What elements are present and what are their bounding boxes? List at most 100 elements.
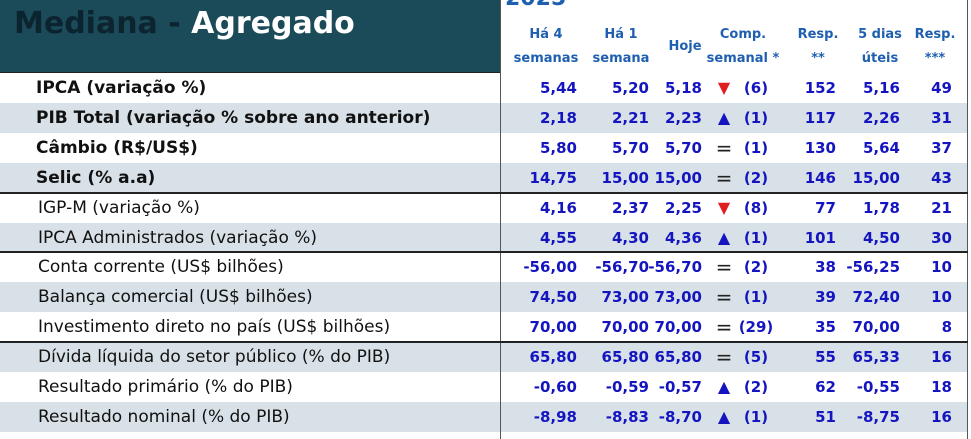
cell-value: 2,23 xyxy=(664,108,702,127)
cell-value: 38 xyxy=(815,258,836,277)
row-band xyxy=(0,162,968,193)
trend-symbol: ▲ xyxy=(717,406,731,426)
cell-value: (1) xyxy=(743,138,769,157)
cell-value: 15,00 xyxy=(654,168,702,187)
cell-value: 2,21 xyxy=(611,108,649,127)
cell-value: 5,18 xyxy=(664,79,702,97)
cell-value: 5,20 xyxy=(611,79,649,97)
trend-symbol: = xyxy=(715,255,733,280)
cell-value: 4,16 xyxy=(539,198,577,217)
header-band xyxy=(0,0,500,72)
trend-symbol: = xyxy=(715,345,733,370)
cell-value: 65,80 xyxy=(601,348,649,367)
divider xyxy=(967,0,968,439)
cell-value: -8,83 xyxy=(605,407,649,426)
cell-value: (1) xyxy=(743,228,769,247)
row-label: IPCA Administrados (variação %) xyxy=(38,227,318,248)
row-label: Conta corrente (US$ bilhões) xyxy=(38,257,284,278)
cell-value: 70,00 xyxy=(601,318,649,337)
cell-value: 16 xyxy=(931,407,952,426)
cell-value: -8,75 xyxy=(856,407,900,426)
cell-value: (1) xyxy=(743,407,769,426)
cell-value: 10 xyxy=(931,288,952,307)
column-header: Comp. xyxy=(719,27,767,42)
column-header: Resp. xyxy=(797,27,839,42)
cell-value: 2,18 xyxy=(539,108,577,127)
cell-value: 2,25 xyxy=(664,198,702,217)
trend-symbol: ▼ xyxy=(717,197,731,217)
column-header: *** xyxy=(924,51,946,66)
cell-value: 101 xyxy=(804,228,836,247)
cell-value: 72,40 xyxy=(852,288,900,307)
cell-value: 37 xyxy=(931,138,952,157)
trend-symbol: ▼ xyxy=(717,78,731,97)
cell-value: 70,00 xyxy=(529,318,577,337)
cell-value: 10 xyxy=(931,258,952,277)
divider xyxy=(500,0,501,439)
cell-value: 2,37 xyxy=(611,198,649,217)
cell-value: 15,00 xyxy=(852,168,900,187)
cell-value: 31 xyxy=(931,108,952,127)
column-header: semanal * xyxy=(706,51,780,66)
cell-value: -0,60 xyxy=(533,378,577,396)
cell-value: 130 xyxy=(804,138,836,157)
cell-value: -0,55 xyxy=(856,378,900,396)
column-header: Há 1 xyxy=(604,27,638,42)
row-band xyxy=(0,102,968,133)
cell-value: 30 xyxy=(931,228,952,247)
row-label: Câmbio (R$/US$) xyxy=(36,137,198,158)
cell-value: 8 xyxy=(941,318,952,337)
cell-value: (2) xyxy=(743,168,769,187)
column-header: Há 4 xyxy=(529,27,563,42)
cell-value: -8,70 xyxy=(658,407,702,426)
row-band xyxy=(0,282,968,313)
column-header: Hoje xyxy=(668,39,702,54)
cell-value: 5,70 xyxy=(664,138,702,157)
cell-value: -0,59 xyxy=(605,378,649,396)
cell-value: -0,57 xyxy=(658,378,702,396)
row-label: Balança comercial (US$ bilhões) xyxy=(38,287,313,308)
cell-value: 152 xyxy=(804,79,836,97)
cell-value: -56,70 xyxy=(648,258,702,277)
row-band xyxy=(0,342,968,373)
cell-value: (1) xyxy=(743,108,769,127)
cell-value: 21 xyxy=(931,198,952,217)
cell-value: 5,80 xyxy=(539,138,577,157)
row-label: IPCA (variação %) xyxy=(36,78,207,98)
cell-value: 2,26 xyxy=(862,108,900,127)
cell-value: 117 xyxy=(804,108,836,127)
cell-value: (6) xyxy=(743,79,769,97)
row-band xyxy=(0,401,968,432)
group-line xyxy=(0,251,968,254)
cell-value: 65,80 xyxy=(529,348,577,367)
trend-symbol: = xyxy=(715,165,733,190)
cell-value: -56,00 xyxy=(523,258,577,277)
cell-value: 18 xyxy=(931,378,952,396)
column-header: úteis xyxy=(861,51,899,66)
row-label: Resultado primário (% do PIB) xyxy=(38,377,293,397)
cell-value: 1,78 xyxy=(862,198,900,217)
row-band xyxy=(0,222,968,253)
group-line xyxy=(0,191,968,194)
cell-value: 4,50 xyxy=(862,228,900,247)
column-header: 5 dias xyxy=(858,27,902,42)
trend-symbol: ▲ xyxy=(717,377,731,396)
cell-value: 49 xyxy=(931,79,952,97)
cell-value: -56,25 xyxy=(846,258,900,277)
cell-value: 5,70 xyxy=(611,138,649,157)
cell-value: 5,16 xyxy=(862,79,900,97)
cell-value: 65,80 xyxy=(654,348,702,367)
cell-value: 4,36 xyxy=(664,228,702,247)
title-part: Mediana - xyxy=(14,6,192,41)
cell-value: 16 xyxy=(931,348,952,367)
row-label: PIB Total (variação % sobre ano anterior… xyxy=(36,107,431,128)
cell-value: 43 xyxy=(931,168,952,187)
column-header: semana xyxy=(592,51,650,66)
cell-value: (8) xyxy=(743,198,769,217)
cell-value: 73,00 xyxy=(601,288,649,307)
cell-value: 77 xyxy=(815,198,836,217)
cell-value: (2) xyxy=(743,258,769,277)
trend-symbol: = xyxy=(715,285,733,310)
cell-value: (1) xyxy=(743,288,769,307)
group-line xyxy=(0,341,968,344)
